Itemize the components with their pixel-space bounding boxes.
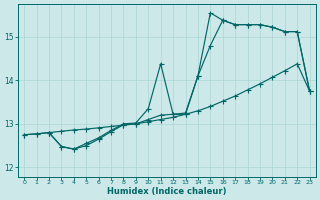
X-axis label: Humidex (Indice chaleur): Humidex (Indice chaleur) <box>107 187 227 196</box>
